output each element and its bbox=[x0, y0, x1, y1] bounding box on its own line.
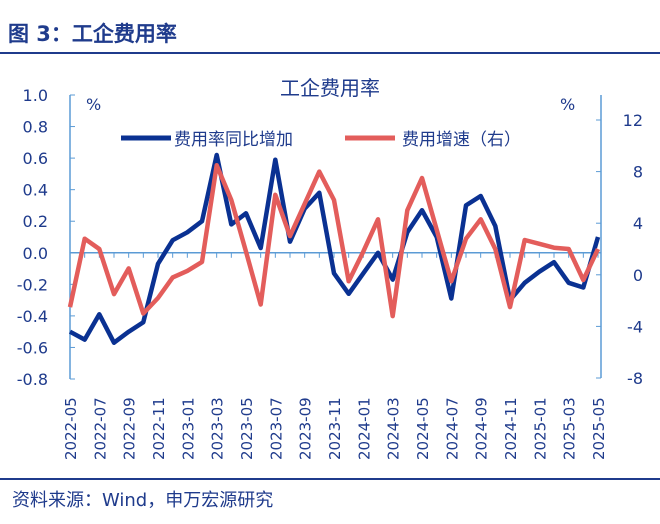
x-tick-label: 2022-07 bbox=[91, 397, 109, 460]
x-tick-label: 2024-03 bbox=[385, 397, 403, 460]
chart: 工企费用率 1.0 0.8 0.6 0.4 0.2 0.0 -0.2 -0.4 -0.6 -0.8%… bbox=[17, 76, 643, 460]
left-unit: % bbox=[86, 95, 101, 114]
left-tick-label: 0.0 bbox=[23, 244, 48, 263]
figure-title: 图 3：工企费用率 bbox=[8, 22, 177, 46]
legend-label-1: 费用率同比增加 bbox=[174, 130, 293, 150]
x-tick-label: 2023-07 bbox=[267, 397, 285, 460]
left-tick-label: 0.2 bbox=[23, 212, 48, 231]
left-tick-label: -0.8 bbox=[17, 370, 48, 389]
x-tick-label: 2023-05 bbox=[238, 397, 256, 460]
x-tick-label: 2024-05 bbox=[414, 397, 432, 460]
x-tick-label: 2024-11 bbox=[502, 397, 520, 460]
left-tick-label: -0.6 bbox=[17, 338, 48, 357]
left-tick-label: 0.8 bbox=[23, 118, 48, 137]
x-tick-label: 2022-11 bbox=[150, 397, 168, 460]
x-tick-label: 2023-11 bbox=[326, 397, 344, 460]
chart-title: 工企费用率 bbox=[280, 76, 380, 100]
x-tick-label: 2022-09 bbox=[121, 397, 139, 460]
right-tick-label: -8 bbox=[627, 369, 643, 388]
right-tick-label: 4 bbox=[633, 214, 643, 233]
x-tick-label: 2025-05 bbox=[590, 397, 608, 460]
x-tick-label: 2024-07 bbox=[443, 397, 461, 460]
x-tick-label: 2023-09 bbox=[297, 397, 315, 460]
x-tick-label: 2025-01 bbox=[531, 397, 549, 460]
left-tick-label: 0.6 bbox=[23, 149, 48, 168]
series-line-1 bbox=[68, 152, 601, 345]
bottom-divider bbox=[0, 478, 660, 480]
right-tick-label: 0 bbox=[633, 266, 643, 285]
right-tick-label: -4 bbox=[627, 317, 643, 336]
x-tick-label: 2024-09 bbox=[473, 397, 491, 460]
source-note: 资料来源：Wind，申万宏源研究 bbox=[12, 490, 274, 511]
left-tick-label: 0.4 bbox=[23, 181, 48, 200]
left-tick-label: -0.4 bbox=[17, 307, 48, 326]
x-tick-label: 2024-01 bbox=[355, 397, 373, 460]
x-tick-label: 2022-05 bbox=[62, 397, 80, 460]
right-tick-label: 12 bbox=[623, 111, 643, 130]
right-unit: % bbox=[560, 95, 575, 114]
x-tick-label: 2023-03 bbox=[209, 397, 227, 460]
left-tick-label: 1.0 bbox=[23, 86, 48, 105]
legend-label-2: 费用增速（右） bbox=[402, 130, 521, 150]
x-tick-label: 2023-01 bbox=[179, 397, 197, 460]
top-divider bbox=[0, 52, 660, 54]
right-tick-label: 8 bbox=[633, 163, 643, 182]
x-tick-label: 2025-03 bbox=[561, 397, 579, 460]
left-tick-label: -0.2 bbox=[17, 275, 48, 294]
